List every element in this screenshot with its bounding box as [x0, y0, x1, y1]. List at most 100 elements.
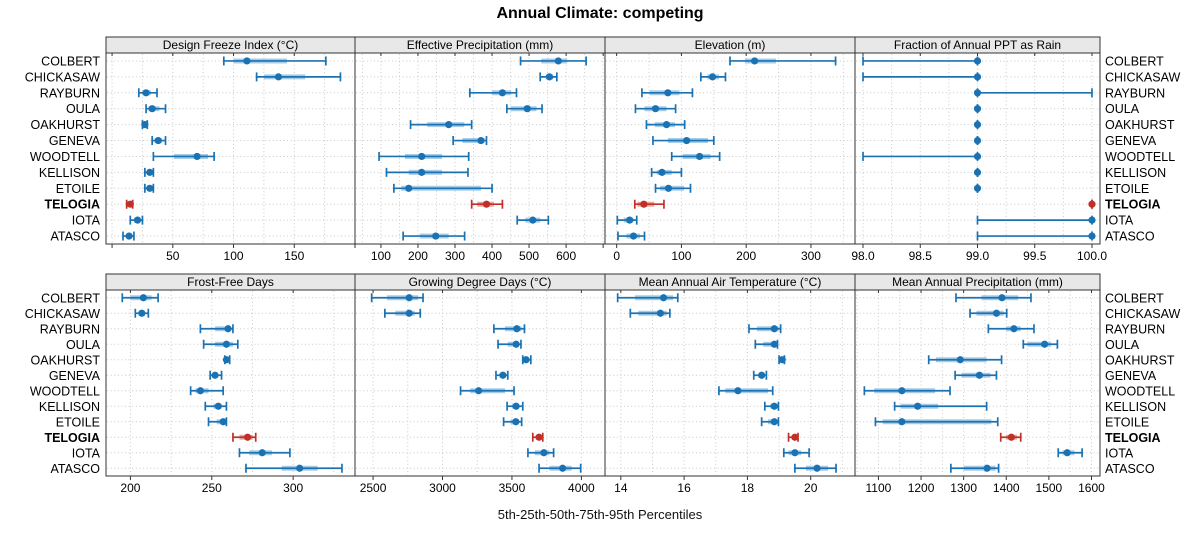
station-label-right: COLBERT — [1105, 54, 1164, 68]
median-dot — [983, 464, 991, 472]
panel-frost-free-days: Frost-Free Days 200 250 300 — [105, 273, 356, 495]
station-label-left: ETOILE — [56, 182, 100, 196]
panel-border — [604, 289, 856, 477]
station-label-right: TELOGIA — [1105, 198, 1161, 212]
panel-border — [354, 289, 606, 477]
station-label-right: ATASCO — [1105, 230, 1155, 244]
percentile-series-iota — [782, 448, 810, 458]
percentile-series-colbert — [222, 56, 327, 66]
percentile-series-telogia — [232, 432, 257, 442]
x-tick-label: 14 — [614, 481, 628, 495]
median-dot — [540, 449, 548, 457]
median-dot — [418, 168, 426, 176]
percentile-series-chickasaw — [384, 308, 422, 318]
percentile-series-oakhurst — [521, 355, 532, 365]
percentile-series-rayburn — [199, 324, 234, 334]
percentile-series-colbert — [370, 293, 424, 303]
percentile-series-kellison — [650, 167, 683, 177]
station-label-right: RAYBURN — [1105, 86, 1165, 100]
median-dot — [659, 294, 668, 302]
median-dot — [626, 216, 634, 224]
panel-border — [105, 289, 356, 477]
percentile-series-chickasaw — [539, 72, 558, 82]
median-dot — [219, 418, 227, 426]
station-label-right: CHICKASAW — [1105, 307, 1180, 321]
percentile-series-chickasaw — [862, 72, 982, 82]
percentile-series-geneva — [652, 136, 715, 146]
station-label-left: COLBERT — [41, 54, 100, 68]
x-tick-label: 98.5 — [909, 249, 933, 263]
panel-effective-precipitation-mm: Effective Precipitation (mm) 100 200 300 400… — [354, 36, 606, 263]
percentile-series-colbert — [955, 293, 1032, 303]
percentile-series-colbert — [862, 56, 982, 66]
percentile-series-atasco — [950, 463, 1000, 473]
percentile-series-atasco — [245, 463, 343, 473]
percentile-series-telogia — [470, 199, 504, 209]
median-dot — [498, 89, 507, 97]
median-dot — [956, 356, 964, 364]
panel-border — [854, 289, 1101, 477]
median-dot — [211, 371, 219, 379]
panel-strip — [854, 273, 1101, 291]
station-label-left: TELOGIA — [44, 431, 100, 445]
median-dot — [258, 449, 266, 457]
station-label-left: TELOGIA — [44, 198, 100, 212]
percentile-series-iota — [616, 215, 638, 225]
median-dot — [405, 184, 413, 192]
percentile-series-woodtell — [152, 151, 215, 161]
station-label-right: ETOILE — [1105, 415, 1149, 429]
percentile-series-etoile — [874, 417, 999, 427]
median-dot — [898, 418, 906, 426]
percentile-series-oula — [202, 339, 239, 349]
station-label-left: CHICKASAW — [25, 307, 100, 321]
panel-design-freeze-index-c: Design Freeze Index (°C) 50 100 150 — [105, 36, 356, 263]
percentile-series-colbert — [121, 293, 159, 303]
x-tick-label: 1500 — [1036, 481, 1063, 495]
x-tick-label: 2500 — [360, 481, 387, 495]
median-dot — [629, 232, 638, 240]
panel-strip-title: Design Freeze Index (°C) — [163, 38, 299, 52]
station-label-left: OULA — [66, 102, 101, 116]
percentile-series-chickasaw — [134, 308, 150, 318]
x-tick-label: 4000 — [568, 481, 595, 495]
median-dot — [1088, 232, 1096, 240]
median-dot — [243, 57, 251, 65]
percentile-series-etoile — [973, 183, 982, 193]
percentile-series-geneva — [954, 370, 998, 380]
median-dot — [445, 121, 453, 129]
median-dot — [658, 168, 666, 176]
median-dot — [973, 105, 982, 113]
x-tick-label: 300 — [283, 481, 303, 495]
station-label-right: WOODTELL — [1105, 384, 1175, 398]
x-tick-label: 18 — [741, 481, 755, 495]
median-dot — [432, 232, 440, 240]
percentile-series-telogia — [125, 199, 134, 209]
percentile-series-telogia — [999, 432, 1022, 442]
station-label-right: GENEVA — [1105, 369, 1157, 383]
median-dot — [1088, 200, 1096, 208]
percentile-series-oula — [506, 104, 543, 114]
station-label-left: RAYBURN — [40, 86, 100, 100]
median-dot — [522, 356, 530, 364]
percentile-series-kellison — [204, 401, 228, 411]
station-label-left: RAYBURN — [40, 322, 100, 336]
median-dot — [640, 200, 648, 208]
median-dot — [973, 136, 982, 145]
station-label-right: TELOGIA — [1105, 431, 1161, 445]
station-label-right: OULA — [1105, 338, 1140, 352]
median-dot — [545, 73, 554, 81]
station-label-right: KELLISON — [1105, 400, 1166, 414]
percentile-series-oakhurst — [141, 120, 149, 130]
station-label-left: IOTA — [72, 446, 101, 460]
percentile-series-atasco — [976, 231, 1096, 241]
median-dot — [1063, 449, 1071, 457]
x-tick-label: 200 — [408, 249, 428, 263]
panel-elevation-m: Elevation (m) 0 100 200 300 — [604, 36, 856, 263]
percentile-series-oula — [754, 339, 779, 349]
median-dot — [405, 294, 413, 302]
percentile-series-oula — [1022, 339, 1059, 349]
median-dot — [418, 152, 426, 161]
x-tick-label: 150 — [284, 249, 304, 263]
percentile-series-kellison — [506, 401, 524, 411]
